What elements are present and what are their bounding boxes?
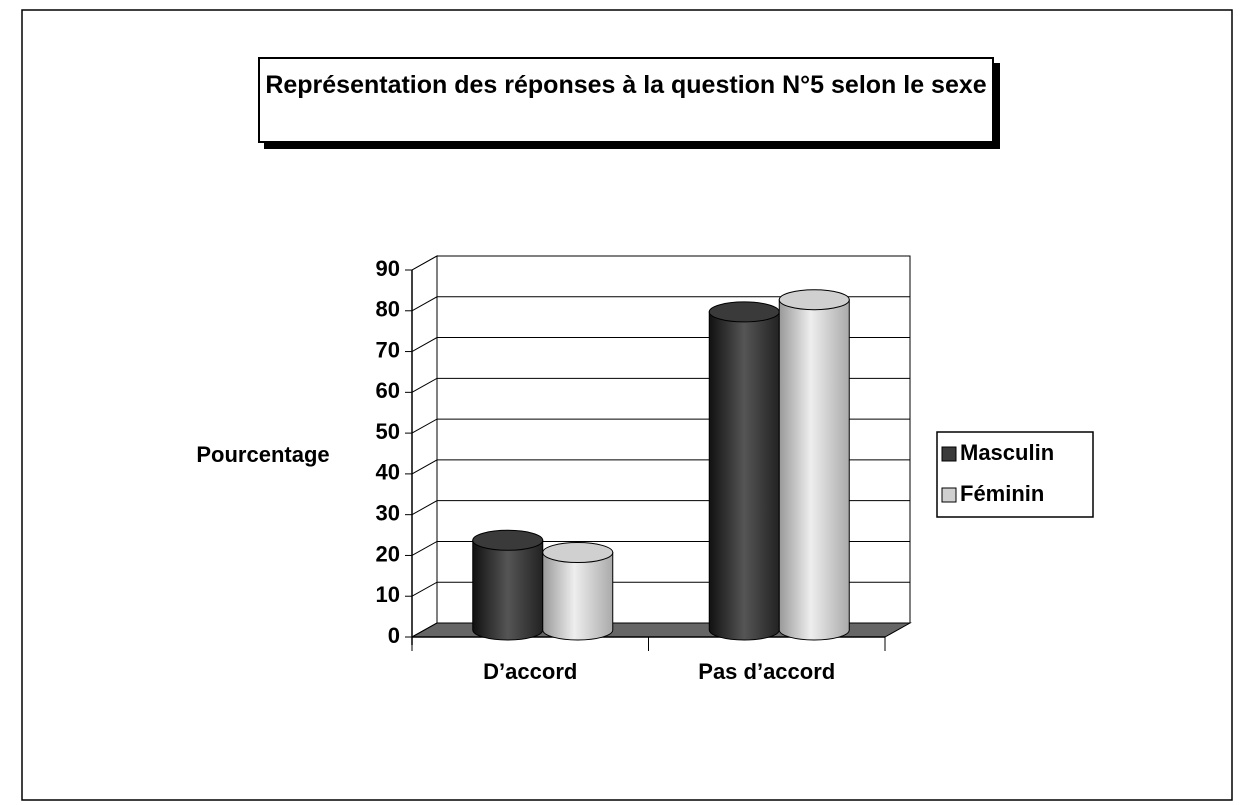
cylinder-body bbox=[708, 311, 780, 641]
cylinder-body bbox=[542, 552, 614, 641]
y-tick-label: 30 bbox=[376, 500, 400, 525]
cylinder-top bbox=[472, 529, 544, 551]
cylinder-body bbox=[778, 299, 850, 641]
legend-box bbox=[936, 431, 1094, 518]
x-tick-label: D’accord bbox=[483, 659, 577, 684]
y-tick-label: 0 bbox=[388, 623, 400, 648]
cylinder bbox=[778, 289, 850, 641]
legend-label: Masculin bbox=[960, 440, 1054, 465]
y-tick-label: 80 bbox=[376, 297, 400, 322]
y-tick-label: 10 bbox=[376, 582, 400, 607]
legend-swatch bbox=[941, 487, 957, 503]
y-tick-label: 90 bbox=[376, 256, 400, 281]
legend-label: Féminin bbox=[960, 481, 1044, 506]
cylinder bbox=[542, 542, 614, 641]
y-axis-label: Pourcentage bbox=[196, 442, 329, 467]
y-tick-label: 60 bbox=[376, 378, 400, 403]
y-tick-label: 50 bbox=[376, 419, 400, 444]
chart-title: Représentation des réponses à la questio… bbox=[258, 57, 994, 143]
cylinder-body bbox=[472, 539, 544, 641]
grid-line bbox=[411, 255, 910, 271]
cylinder bbox=[472, 529, 544, 641]
frame bbox=[21, 9, 1233, 801]
x-tick-label: Pas d’accord bbox=[698, 659, 835, 684]
cylinder-top bbox=[542, 542, 614, 564]
y-tick-label: 70 bbox=[376, 337, 400, 362]
grid-line bbox=[411, 296, 910, 312]
cylinder-top bbox=[708, 301, 780, 323]
cylinder-top bbox=[778, 289, 850, 311]
legend-swatch bbox=[941, 446, 957, 462]
side-wall bbox=[411, 255, 438, 638]
cylinder bbox=[708, 301, 780, 641]
y-tick-label: 20 bbox=[376, 541, 400, 566]
y-tick-label: 40 bbox=[376, 460, 400, 485]
